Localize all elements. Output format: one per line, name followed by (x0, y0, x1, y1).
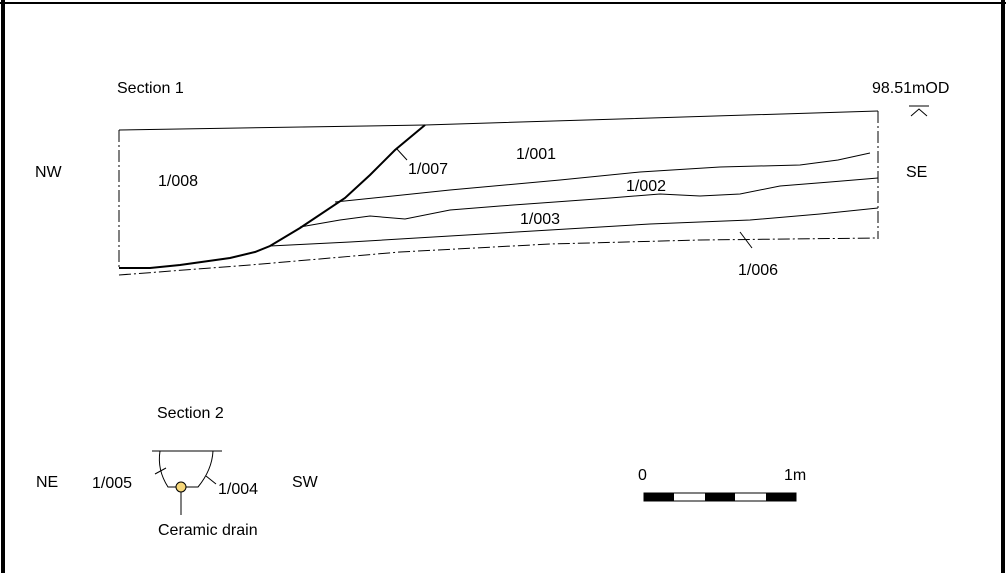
leader-1-005 (154, 467, 167, 475)
section-1-title: Section 1 (117, 80, 184, 97)
context-1-005: 1/005 (92, 475, 132, 492)
layer-1-001-base (334, 152, 871, 203)
context-1-002: 1/002 (626, 178, 666, 195)
context-1-003: 1/003 (520, 211, 560, 228)
section-1: Section 1 98.51mOD NW SE 1/001 1/002 1/0… (35, 80, 949, 279)
leader-1-004 (205, 475, 217, 485)
scale-end-label: 1m (784, 467, 806, 484)
leader-1-006 (739, 231, 753, 249)
level-label: 98.51mOD (872, 80, 949, 97)
leader-1-007 (395, 147, 408, 161)
section-2: Section 2 NE SW 1/005 1/004 Ceramic drai… (36, 405, 319, 539)
layer-1-006-base (118, 237, 879, 276)
context-1-004: 1/004 (218, 481, 258, 498)
section-2-title: Section 2 (157, 405, 224, 422)
ceramic-drain-symbol (175, 481, 187, 493)
context-1-007: 1/007 (408, 161, 448, 178)
orient-sw: SW (292, 474, 319, 491)
scale-segment-3 (766, 493, 796, 501)
ceramic-drain-label: Ceramic drain (158, 522, 258, 539)
scale-segment-2 (705, 493, 735, 501)
cut-1-007-line (119, 124, 426, 269)
context-1-001: 1/001 (516, 146, 556, 163)
scale-bar: 0 1m (638, 467, 806, 502)
layer-1-002-base (299, 177, 879, 228)
context-1-006: 1/006 (738, 262, 778, 279)
orient-ne: NE (36, 474, 58, 491)
scale-segment-1 (644, 493, 674, 501)
top-surface-line (118, 110, 879, 131)
orient-nw: NW (35, 164, 63, 181)
section-2-cut (158, 450, 214, 488)
scale-start-label: 0 (638, 467, 647, 484)
layer-1-003-base (269, 207, 879, 247)
orient-se: SE (906, 164, 927, 181)
level-symbol-arrow (910, 108, 928, 117)
context-1-008: 1/008 (158, 173, 198, 190)
